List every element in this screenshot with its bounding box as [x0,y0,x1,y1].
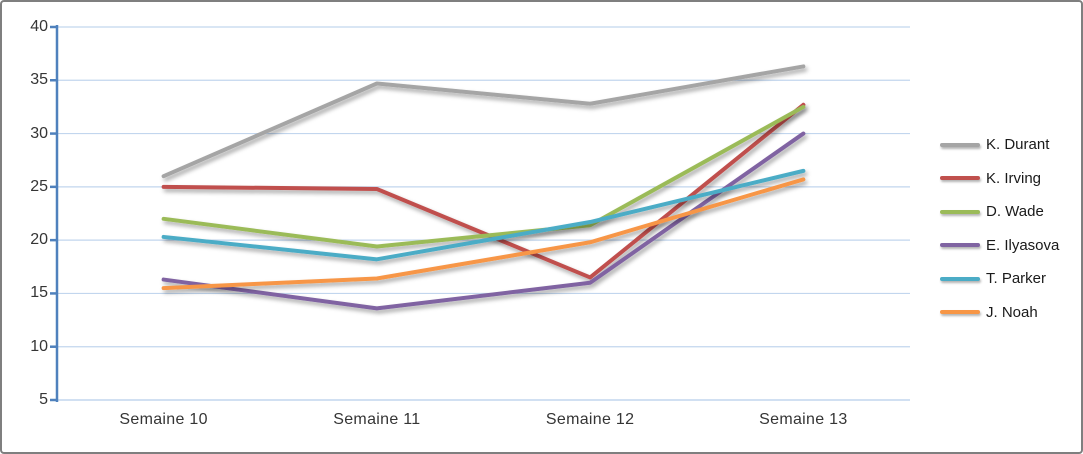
y-axis-tick-label: 20 [30,231,48,249]
x-axis-label: Semaine 13 [759,411,848,428]
legend-label: E. Ilyasova [986,236,1060,254]
legend-label: D. Wade [986,203,1044,221]
x-axis-label: Semaine 10 [119,411,208,428]
y-axis-tick-label: 10 [30,337,48,355]
legend-label: K. Irving [986,169,1042,187]
y-axis-tick-label: 15 [30,284,48,302]
legend-item: T. Parker [940,262,1059,296]
legend-label: T. Parker [986,270,1047,288]
y-axis: 40 35 30 25 20 15 10 5 [2,17,48,410]
legend-line-swatch [940,243,980,248]
legend-line-swatch [940,276,980,281]
chart-legend: K. Durant K. Irving D. Wade E. Ilyasova … [940,128,1059,329]
x-axis: Semaine 10 Semaine 11 Semaine 12 Semaine… [57,411,910,429]
legend-item: D. Wade [940,195,1059,229]
y-axis-tick-label: 25 [30,177,48,195]
legend-line-swatch [940,310,980,315]
y-axis-tick-label: 5 [39,390,48,408]
legend-label: J. Noah [986,303,1038,321]
x-axis-label: Semaine 12 [545,411,635,428]
legend-line-swatch [940,209,980,214]
legend-line-swatch [940,142,980,147]
legend-item: K. Durant [940,128,1059,162]
y-axis-tick-label: 30 [30,124,48,142]
legend-item: E. Ilyasova [940,229,1059,263]
legend-line-swatch [940,176,980,181]
legend-item: K. Irving [940,162,1059,196]
legend-label: K. Durant [986,136,1050,154]
legend-item: J. Noah [940,296,1059,330]
x-axis-label: Semaine 11 [333,411,421,428]
y-axis-tick-label: 35 [30,71,48,89]
y-axis-tick-label: 40 [30,18,48,35]
